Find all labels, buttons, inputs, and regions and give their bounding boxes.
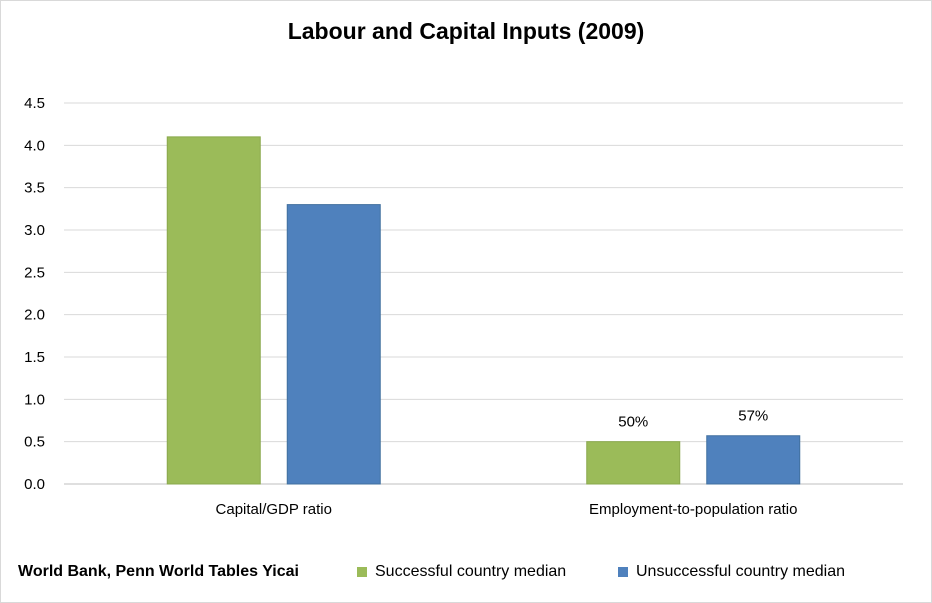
y-tick-label: 4.5 (24, 95, 45, 112)
bar-successful-0 (166, 136, 261, 485)
y-tick-label: 0.0 (24, 476, 45, 493)
data-label: 57% (738, 408, 768, 425)
data-label: 50% (618, 414, 648, 431)
legend-label-unsuccessful: Unsuccessful country median (636, 563, 845, 580)
y-tick-label: 1.0 (24, 391, 45, 408)
legend-swatch-unsuccessful (618, 567, 628, 577)
y-tick-label: 4.0 (24, 137, 45, 154)
chart-title: Labour and Capital Inputs (2009) (287, 18, 645, 44)
y-tick-label: 2.5 (24, 264, 45, 281)
y-tick-label: 3.0 (24, 222, 45, 239)
y-tick-label: 1.5 (24, 349, 45, 366)
bar-unsuccessful-1 (706, 435, 801, 485)
x-category-label: Employment-to-population ratio (589, 501, 797, 518)
legend-swatch-successful (357, 567, 367, 577)
source-note: World Bank, Penn World Tables Yicai (18, 563, 299, 580)
legend-item-unsuccessful: Unsuccessful country median (618, 563, 845, 581)
y-tick-label: 3.5 (24, 180, 45, 197)
y-tick-label: 0.5 (24, 434, 45, 451)
bar-unsuccessful-0 (286, 204, 381, 485)
x-category-label: Capital/GDP ratio (216, 501, 332, 518)
bar-successful-1 (586, 441, 681, 485)
y-tick-label: 2.0 (24, 307, 45, 324)
legend-label-successful: Successful country median (375, 563, 567, 580)
legend-item-successful: Successful country median (357, 563, 566, 581)
